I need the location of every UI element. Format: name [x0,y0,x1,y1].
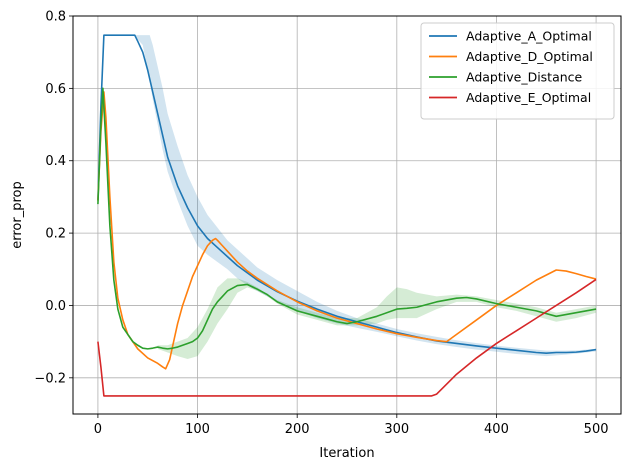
x-tick-label: 200 [285,422,310,437]
y-tick-label: −0.2 [34,371,66,386]
band-adaptive-a-optimal [133,35,597,357]
x-axis-label: Iteration [319,446,374,461]
y-axis-label: error_prop [10,181,25,249]
series-line-adaptive-a-optimal [97,34,597,355]
y-tick-label: 0.0 [45,299,66,314]
legend-label-adaptive-a-optimal: Adaptive_A_Optimal [466,29,592,44]
plot-frame [72,15,622,415]
legend-box [420,22,615,120]
x-tick-label: 400 [484,422,509,437]
x-tick-label: 500 [584,422,609,437]
y-tick-label: 0.2 [45,227,66,242]
legend-label-adaptive-e-optimal: Adaptive_E_Optimal [466,90,591,105]
series-line-adaptive-distance [97,87,597,350]
legend-label-adaptive-distance: Adaptive_Distance [466,70,583,85]
series-line-adaptive-e-optimal [97,278,597,397]
confidence-bands [133,35,597,359]
legend-label-adaptive-d-optimal: Adaptive_D_Optimal [466,49,593,64]
y-tick-label: 0.4 [45,154,66,169]
x-tick-label: 100 [185,422,210,437]
y-tick-label: 0.6 [45,82,66,97]
series-lines [97,34,597,397]
legend: Adaptive_A_Optimal Adaptive_D_Optimal Adap… [420,22,615,120]
y-axis-ticks: −0.2 0.0 0.2 0.4 0.6 0.8 [34,10,73,386]
band-adaptive-distance [157,278,597,359]
y-tick-label: 0.8 [45,10,66,25]
x-tick-label: 300 [384,422,409,437]
x-tick-label: 0 [94,422,102,437]
x-axis-ticks: 0 100 200 300 400 500 [94,414,609,437]
